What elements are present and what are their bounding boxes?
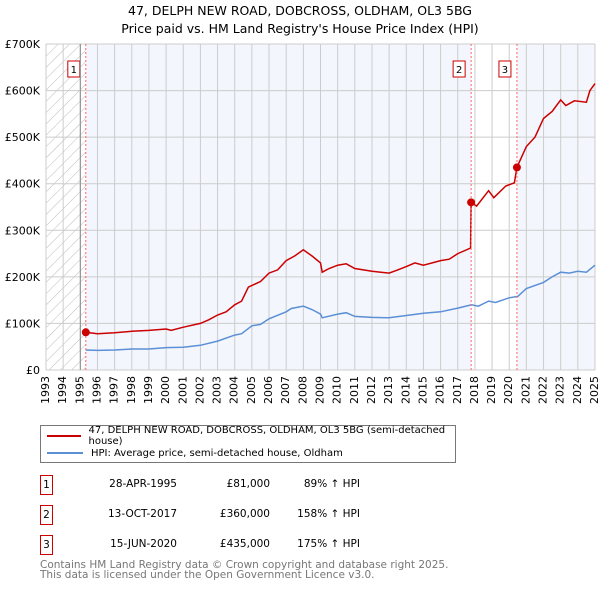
- sale-row: 1 28-APR-1995 £81,000 89% ↑ HPI: [40, 475, 460, 495]
- x-tick-label: 2001: [176, 376, 189, 404]
- x-tick-label: 2024: [571, 376, 584, 404]
- sale-price: £81,000: [226, 478, 270, 490]
- x-tick-label: 2015: [416, 376, 429, 404]
- sale-price: £435,000: [219, 538, 270, 550]
- footer: Contains HM Land Registry data © Crown c…: [40, 559, 449, 581]
- y-tick-label: £0: [26, 364, 40, 377]
- x-tick-label: 2009: [314, 376, 327, 404]
- x-tick-label: 2007: [279, 376, 292, 404]
- y-tick-label: £100K: [5, 317, 41, 330]
- y-tick-label: £400K: [5, 178, 41, 191]
- x-tick-label: 2003: [211, 376, 224, 404]
- legend-item-property: 47, DELPH NEW ROAD, DOBCROSS, OLDHAM, OL…: [47, 425, 455, 447]
- sale-label: 3: [502, 65, 508, 76]
- sale-row: 3 15-JUN-2020 £435,000 175% ↑ HPI: [40, 535, 460, 555]
- sale-marker: 1: [40, 475, 53, 495]
- x-tick-label: 2000: [159, 376, 172, 404]
- y-tick-label: £600K: [5, 85, 41, 98]
- x-tick-label: 2012: [365, 376, 378, 404]
- y-tick-label: £200K: [5, 271, 41, 284]
- x-tick-label: 2014: [399, 376, 412, 404]
- x-tick-label: 1997: [108, 376, 121, 404]
- x-tick-label: 1994: [56, 376, 69, 404]
- x-tick-label: 2016: [434, 376, 447, 404]
- x-tick-label: 2006: [262, 376, 275, 404]
- legend: 47, DELPH NEW ROAD, DOBCROSS, OLDHAM, OL…: [40, 425, 456, 463]
- sale-label: 2: [456, 65, 462, 76]
- sale-date: 28-APR-1995: [109, 478, 177, 490]
- x-tick-label: 2023: [554, 376, 567, 404]
- ownership-shade: [516, 44, 595, 370]
- footer-line: Contains HM Land Registry data © Crown c…: [40, 559, 449, 571]
- x-tick-label: 2005: [245, 376, 258, 404]
- x-tick-label: 2008: [296, 376, 309, 404]
- sale-point: [512, 163, 521, 172]
- x-tick-label: 2017: [451, 376, 464, 404]
- x-tick-label: 2013: [382, 376, 395, 404]
- x-tick-label: 1995: [73, 376, 86, 404]
- x-tick-label: 2021: [519, 376, 532, 404]
- sale-hpi: 89% ↑ HPI: [303, 478, 360, 490]
- legend-swatch: [47, 452, 83, 454]
- property-line: [85, 83, 596, 335]
- sale-point: [467, 198, 476, 207]
- x-tick-label: 1996: [90, 376, 103, 404]
- x-tick-label: 2011: [348, 376, 361, 404]
- title-line: 47, DELPH NEW ROAD, DOBCROSS, OLDHAM, OL…: [128, 3, 472, 18]
- line-chart: 1 2 3 1993 1994 1995 1996 1997 1998 1999 2000 2001 2…: [5, 38, 600, 404]
- sale-date: 13-OCT-2017: [108, 508, 177, 520]
- y-tick-label: £500K: [5, 131, 41, 144]
- y-tick-label: £300K: [5, 224, 41, 237]
- x-tick-label: 2025: [588, 376, 600, 404]
- y-tick-label: £700K: [5, 38, 41, 51]
- sale-marker: 3: [40, 535, 53, 555]
- sale-price: £360,000: [219, 508, 270, 520]
- x-tick-label: 1999: [142, 376, 155, 404]
- x-tick-label: 2002: [193, 376, 206, 404]
- x-tick-label: 1998: [125, 376, 138, 404]
- sale-label-box: [67, 60, 81, 78]
- subtitle-line: Price paid vs. HM Land Registry's House …: [121, 21, 479, 36]
- sale-label-box: [498, 60, 512, 78]
- chart-title: 47, DELPH NEW ROAD, DOBCROSS, OLDHAM, OL…: [0, 2, 600, 38]
- ownership-shade: [85, 44, 472, 370]
- legend-label: HPI: Average price, semi-detached house,…: [91, 447, 343, 459]
- x-tick-label: 2019: [485, 376, 498, 404]
- x-tick-label: 1993: [39, 376, 52, 404]
- legend-item-hpi: HPI: Average price, semi-detached house,…: [47, 445, 343, 461]
- x-tick-label: 2004: [228, 376, 241, 404]
- hpi-line: [85, 264, 596, 352]
- sale-hpi: 158% ↑ HPI: [297, 508, 360, 520]
- sale-point: [81, 328, 90, 337]
- sale-row: 2 13-OCT-2017 £360,000 158% ↑ HPI: [40, 505, 460, 525]
- sale-label-box: [452, 60, 466, 78]
- x-tick-label: 2018: [468, 376, 481, 404]
- x-tick-label: 2022: [537, 376, 550, 404]
- x-tick-label: 2020: [502, 376, 515, 404]
- sale-hpi: 175% ↑ HPI: [297, 538, 360, 550]
- sale-label: 1: [71, 65, 77, 76]
- x-tick-label: 2010: [331, 376, 344, 404]
- pre-data-hatch: [46, 44, 86, 370]
- sale-date: 15-JUN-2020: [110, 538, 177, 550]
- footer-line: This data is licensed under the Open Gov…: [40, 569, 375, 581]
- legend-label: 47, DELPH NEW ROAD, DOBCROSS, OLDHAM, OL…: [88, 425, 446, 447]
- sale-marker: 2: [40, 505, 53, 525]
- legend-swatch: [47, 435, 81, 437]
